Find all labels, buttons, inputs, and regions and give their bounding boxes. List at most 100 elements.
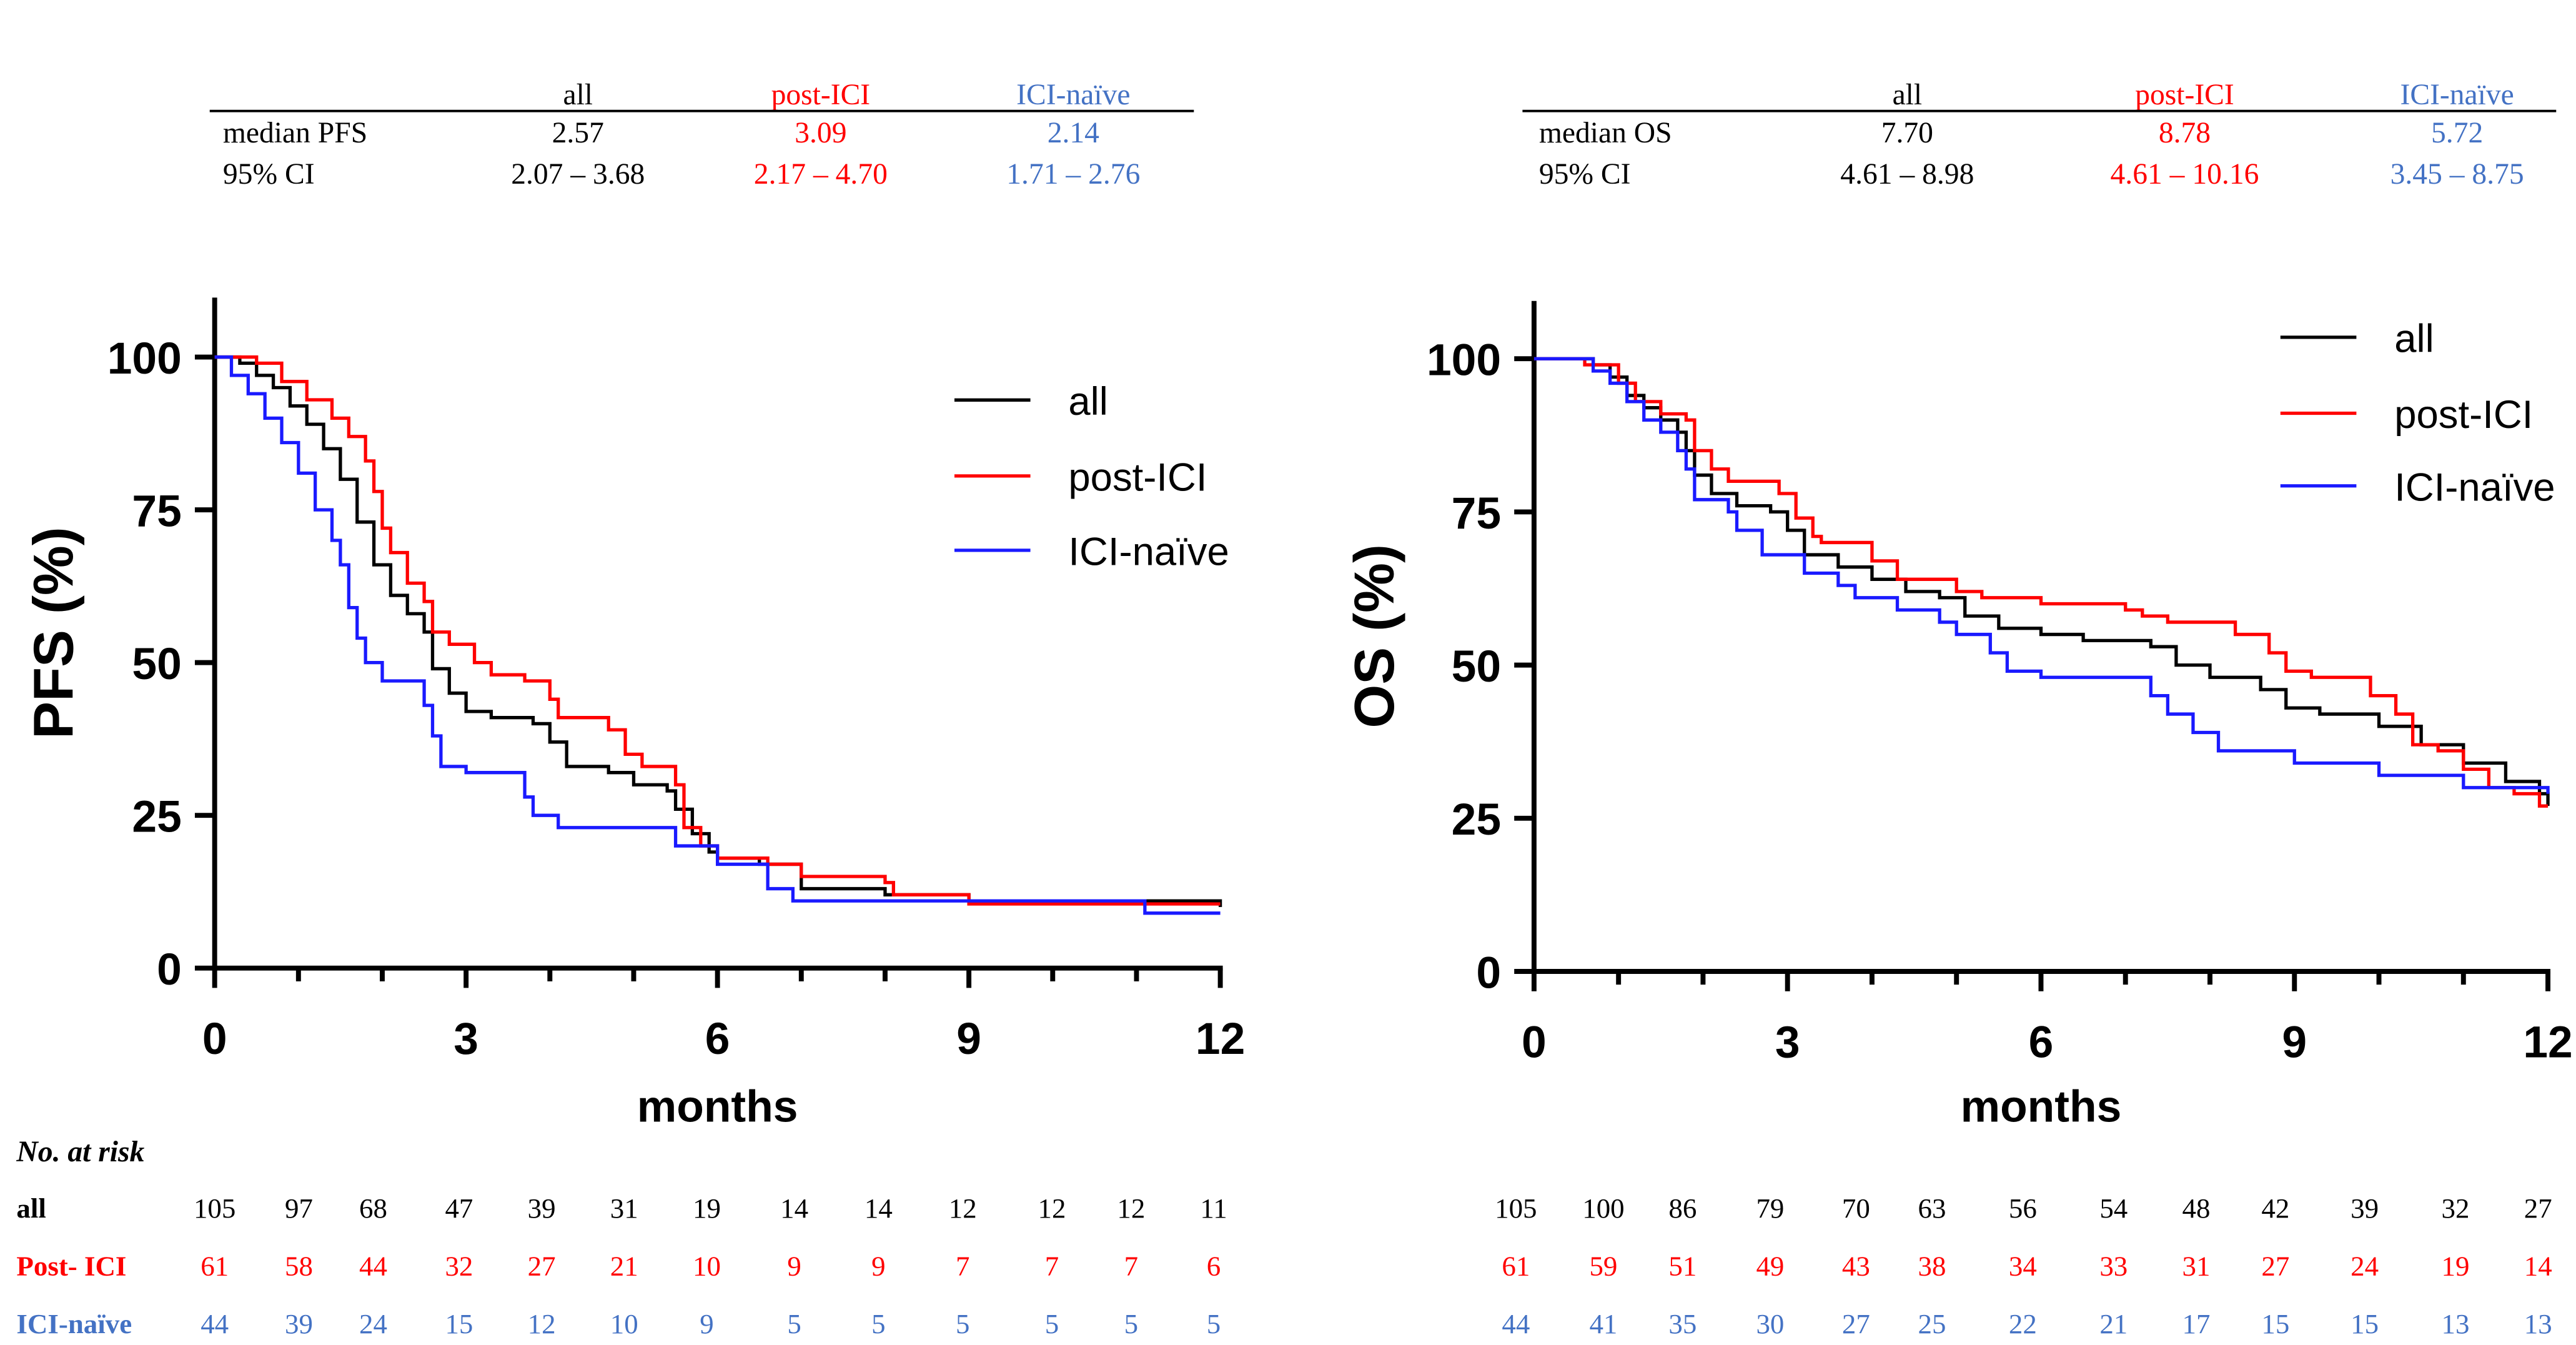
risk-value: 47 [445,1193,473,1224]
summary-value: 8.78 [2159,117,2211,149]
risk-value: 14 [2524,1250,2552,1281]
summary-header: post-ICI [2135,79,2234,111]
summary-table: all post-ICI ICI-naïve median OS 7.70 8.78 5.7… [1522,79,2557,191]
risk-value: 39 [528,1193,556,1224]
risk-value: 13 [2524,1308,2552,1339]
x-axis-label: months [637,1082,798,1132]
risk-table-title: No. at risk [16,1136,144,1168]
km-panel-os: all post-ICI ICI-naïve median OS 7.70 8.78 5.7… [1344,79,2573,1339]
y-tick-label: 50 [1452,642,1501,692]
risk-value: 61 [1502,1250,1530,1281]
risk-value: 49 [1756,1250,1784,1281]
risk-value: 39 [2351,1193,2379,1224]
risk-value: 63 [1918,1193,1946,1224]
summary-header: all [1893,79,1923,111]
risk-value: 56 [2009,1193,2037,1224]
km-curve-naive [214,355,1221,915]
risk-value: 44 [359,1250,387,1281]
risk-value: 19 [2442,1250,2470,1281]
km-curve-all [1533,357,2550,807]
legend-label: post-ICI [2394,393,2533,437]
summary-value: 2.14 [1048,117,1099,149]
risk-value: 39 [285,1308,313,1339]
risk-value: 9 [787,1250,801,1281]
risk-value: 21 [610,1250,638,1281]
risk-value: 44 [1502,1308,1530,1339]
legend-item-post: post-ICI [2280,393,2533,437]
x-tick-label: 3 [453,1014,478,1064]
risk-value: 97 [285,1193,313,1224]
risk-value: 5 [1045,1308,1059,1339]
risk-value: 27 [2261,1250,2289,1281]
risk-value: 7 [956,1250,969,1281]
y-tick-label: 0 [1476,948,1501,998]
km-curve-post [1533,357,2549,808]
summary-row-label: median PFS [223,117,367,149]
risk-value: 5 [871,1308,885,1339]
risk-row-label: all [16,1193,46,1224]
legend-label: ICI-naïve [2394,466,2555,510]
risk-value: 58 [285,1250,313,1281]
risk-row-label: Post- ICI [16,1250,126,1281]
summary-header: ICI-naïve [2400,79,2514,111]
risk-value: 44 [201,1308,229,1339]
risk-value: 9 [871,1250,885,1281]
summary-value: 7.70 [1881,117,1933,149]
legend-item-naive: ICI-naïve [2280,466,2555,510]
y-tick-label: 50 [132,639,181,689]
x-tick-label: 12 [2523,1017,2572,1067]
summary-value: 4.61 – 10.16 [2111,158,2259,191]
risk-value: 31 [2182,1250,2211,1281]
y-tick-label: 25 [132,792,181,842]
risk-value: 25 [1918,1308,1946,1339]
summary-value: 5.72 [2431,117,2483,149]
risk-value: 12 [1117,1193,1145,1224]
risk-value: 105 [1495,1193,1537,1224]
risk-value: 11 [1200,1193,1227,1224]
risk-value: 32 [445,1250,473,1281]
summary-value: 4.61 – 8.98 [1840,158,1974,191]
risk-value: 54 [2099,1193,2128,1224]
risk-value: 12 [528,1308,556,1339]
x-tick-label: 9 [956,1014,981,1064]
risk-value: 38 [1918,1250,1946,1281]
y-axis-label: PFS (%) [22,527,85,739]
risk-value: 19 [693,1193,721,1224]
risk-value: 12 [949,1193,977,1224]
y-tick-label: 100 [1427,335,1501,385]
legend-item-all: all [2280,317,2434,361]
risk-value: 43 [1842,1250,1870,1281]
risk-value: 27 [2524,1193,2552,1224]
risk-value: 33 [2099,1250,2128,1281]
x-tick-label: 0 [1522,1017,1547,1067]
summary-header: ICI-naïve [1016,79,1130,111]
risk-value: 35 [1668,1308,1697,1339]
risk-value: 5 [787,1308,801,1339]
risk-row-label: ICI-naïve [16,1308,132,1339]
km-curve-naive [1533,357,2550,794]
x-tick-label: 12 [1196,1014,1245,1064]
risk-value: 34 [2009,1250,2037,1281]
legend-item-post: post-ICI [954,456,1207,500]
risk-value: 9 [700,1308,713,1339]
km-curve-post [214,355,1221,906]
risk-value: 24 [2351,1250,2379,1281]
x-tick-label: 3 [1775,1017,1800,1067]
summary-row-label: median OS [1539,117,1672,149]
risk-value: 22 [2009,1308,2037,1339]
summary-value: 2.57 [552,117,604,149]
risk-value: 61 [201,1250,229,1281]
risk-value: 15 [2261,1308,2289,1339]
risk-value: 5 [1207,1308,1221,1339]
y-tick-label: 0 [157,945,182,995]
legend-item-all: all [954,380,1108,424]
x-tick-label: 0 [202,1014,227,1064]
legend-label: all [2394,317,2434,361]
risk-value: 5 [956,1308,969,1339]
summary-table: all post-ICI ICI-naïve median PFS 2.57 3.09 2.… [209,79,1194,191]
risk-value: 13 [2442,1308,2470,1339]
summary-value: 3.09 [795,117,846,149]
x-tick-label: 9 [2282,1017,2307,1067]
